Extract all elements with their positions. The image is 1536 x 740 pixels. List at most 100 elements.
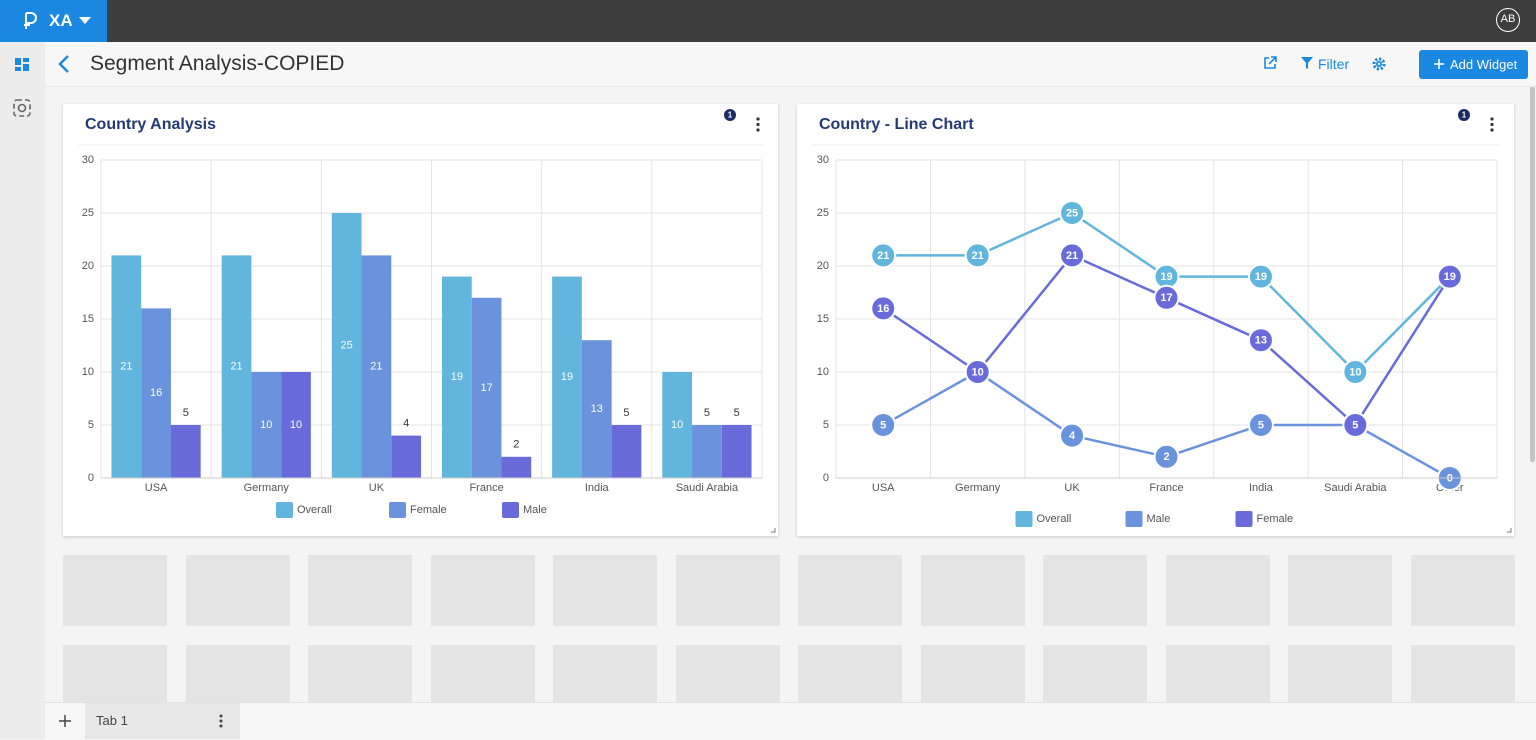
- y-tick-label: 15: [82, 313, 94, 325]
- legend-label: Overall: [297, 504, 332, 516]
- share-icon[interactable]: [1263, 56, 1277, 70]
- back-button[interactable]: [57, 54, 71, 74]
- data-label: 5: [1352, 419, 1358, 431]
- data-label: 21: [370, 361, 382, 373]
- y-tick-label: 20: [82, 260, 94, 272]
- placeholder-tile: [553, 645, 657, 702]
- placeholder-tile: [798, 555, 902, 626]
- y-tick-label: 30: [817, 154, 829, 166]
- segment-icon[interactable]: [13, 99, 31, 117]
- bar: [251, 372, 282, 478]
- point: [1247, 263, 1274, 290]
- logo[interactable]: XA: [0, 0, 107, 42]
- kebab-menu[interactable]: [756, 117, 760, 132]
- scrollbar[interactable]: [1530, 87, 1535, 462]
- badge: [1458, 109, 1470, 121]
- bar: [281, 372, 311, 478]
- bar: [552, 276, 582, 478]
- data-label: 10: [671, 419, 683, 431]
- y-tick-label: 10: [82, 366, 94, 378]
- widget: Country Analysis 1 0 5 10 15 20 25 30 USA German…: [63, 104, 778, 536]
- tab[interactable]: Tab 1: [85, 703, 240, 739]
- x-tick-label: Germany: [244, 482, 290, 494]
- placeholder-tile: [1043, 645, 1147, 702]
- placeholder-tile: [798, 645, 902, 702]
- bar: [331, 213, 362, 478]
- data-label: 17: [1160, 292, 1172, 304]
- data-label: 21: [877, 250, 889, 262]
- bar: [501, 456, 532, 478]
- plus-icon: [1434, 59, 1444, 69]
- bar: [141, 308, 171, 478]
- settings-icon[interactable]: [1372, 57, 1386, 71]
- add-widget-button[interactable]: Add Widget: [1419, 50, 1528, 79]
- placeholder-tile: [185, 645, 290, 702]
- placeholder-tile: [1288, 645, 1392, 702]
- resize-handle[interactable]: [1507, 528, 1512, 533]
- y-tick-label: 15: [817, 313, 829, 325]
- placeholder-tile: [920, 645, 1025, 702]
- bar: [170, 425, 201, 478]
- legend-label: Female: [1257, 513, 1294, 525]
- page-title: Segment Analysis-COPIED: [90, 52, 345, 75]
- x-tick-label: Germany: [955, 482, 1001, 494]
- badge-count: 1: [728, 111, 733, 120]
- x-tick-label: USA: [872, 482, 895, 494]
- dashboard-icon[interactable]: [15, 58, 30, 72]
- point: [1342, 412, 1369, 438]
- data-label: 19: [451, 371, 463, 383]
- legend-label: Female: [410, 504, 447, 516]
- x-tick-label: UK: [1064, 482, 1080, 494]
- bar: [662, 372, 693, 478]
- placeholder-tile: [675, 555, 780, 626]
- data-label: 10: [260, 419, 272, 431]
- bar: [111, 255, 142, 478]
- data-label: 4: [403, 418, 409, 430]
- placeholder-tile: [430, 555, 535, 626]
- x-tick-label: India: [1249, 482, 1274, 494]
- add-widget-label: Add Widget: [1450, 57, 1518, 72]
- filter-icon[interactable]: [1301, 57, 1313, 69]
- y-tick-label: 5: [88, 419, 94, 431]
- bar: [611, 425, 642, 478]
- tab-label: Tab 1: [96, 713, 128, 728]
- x-tick-label: USA: [145, 482, 168, 494]
- placeholder-tile: [1410, 555, 1515, 626]
- kebab-menu[interactable]: [1490, 117, 1494, 132]
- data-label: 25: [341, 339, 353, 351]
- data-label: 19: [1160, 271, 1172, 283]
- point: [964, 242, 991, 269]
- tab-menu[interactable]: [219, 713, 223, 729]
- data-label: 16: [150, 387, 162, 399]
- placeholder-tile: [1165, 645, 1270, 702]
- dropdown-caret: [79, 17, 91, 24]
- top-bar: AB: [0, 0, 1536, 42]
- data-label: 10: [1349, 366, 1361, 378]
- placeholder-tile: [675, 645, 780, 702]
- filter-label[interactable]: Filter: [1318, 56, 1350, 72]
- data-label: 25: [1066, 207, 1078, 219]
- resize-handle[interactable]: [771, 528, 776, 533]
- point: [1436, 263, 1463, 290]
- add-tab-button[interactable]: [59, 715, 71, 727]
- legend-swatch: [1015, 511, 1033, 527]
- data-label: 5: [623, 407, 629, 419]
- data-label: 17: [480, 382, 492, 394]
- point: [1153, 443, 1180, 470]
- data-label: 21: [972, 250, 984, 262]
- data-label: 5: [183, 407, 189, 419]
- legend-label: Overall: [1037, 513, 1072, 525]
- legend-swatch: [1125, 511, 1143, 527]
- bar: [471, 297, 502, 478]
- placeholder-tile: [185, 555, 290, 626]
- data-label: 13: [591, 403, 603, 415]
- point: [870, 412, 897, 438]
- avatar[interactable]: AB: [1496, 8, 1520, 32]
- data-label: 2: [1163, 451, 1169, 463]
- logo-text: XA: [49, 11, 73, 30]
- point: [964, 359, 991, 385]
- data-label: 5: [734, 407, 740, 419]
- placeholder-tile: [308, 555, 412, 626]
